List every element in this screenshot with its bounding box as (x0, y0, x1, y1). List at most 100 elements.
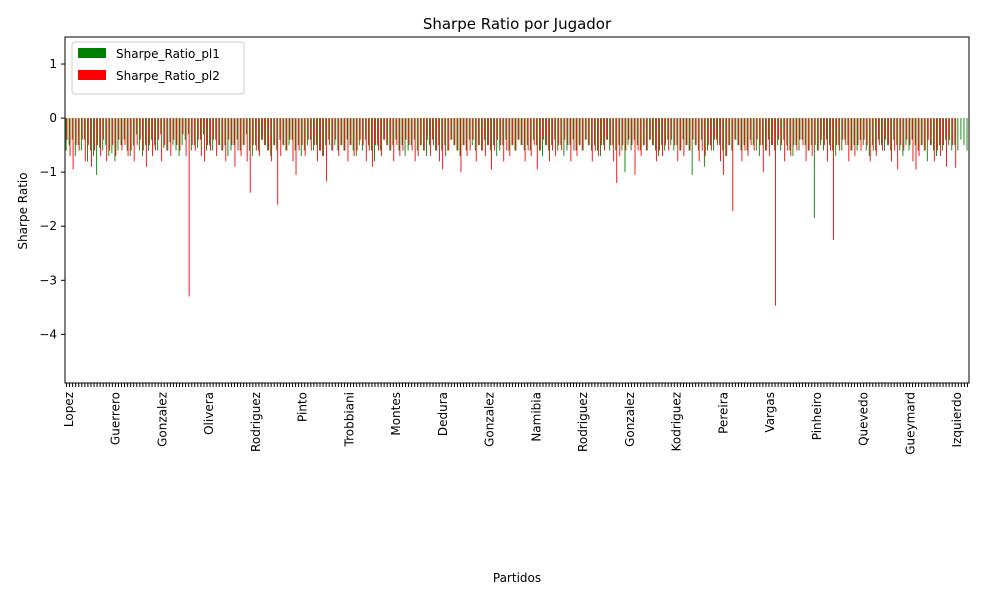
bar-pl1 (874, 118, 876, 151)
bar-pl1 (325, 118, 327, 146)
bar-pl2 (533, 118, 535, 146)
y-axis-label: Sharpe Ratio (16, 172, 30, 249)
bar-pl1 (535, 118, 537, 146)
bar-pl1 (679, 118, 681, 151)
y-tick-label: −1 (39, 165, 57, 179)
bar-pl2 (912, 118, 914, 162)
legend-swatch-pl1 (78, 48, 106, 58)
bar-pl2 (258, 118, 260, 156)
bar-pl2 (491, 118, 492, 170)
chart-title: Sharpe Ratio por Jugador (423, 15, 612, 33)
bar-pl1 (426, 118, 427, 156)
bar-pl2 (210, 118, 211, 151)
bar-pl2 (158, 118, 160, 140)
bar-pl2 (735, 118, 737, 140)
bar-pl2 (194, 118, 196, 151)
bar-pl2 (530, 118, 532, 156)
bar-pl1 (859, 118, 861, 140)
bar-pl1 (951, 118, 953, 151)
bar-pl1 (642, 118, 644, 146)
bar-pl2 (69, 118, 71, 156)
bar-pl2 (365, 118, 367, 162)
bar-pl2 (390, 118, 392, 151)
bar-pl2 (524, 118, 526, 162)
bar-pl2 (863, 118, 865, 140)
bar-pl1 (926, 118, 928, 162)
bar-pl2 (451, 118, 453, 140)
bar-pl2 (881, 118, 883, 151)
bar-pl2 (475, 118, 477, 162)
bar-pl2 (921, 118, 923, 146)
bar-pl2 (588, 118, 590, 146)
bar-pl2 (466, 118, 468, 156)
bar-pl1 (792, 118, 794, 156)
bar-pl1 (648, 118, 650, 140)
bar-pl2 (518, 118, 520, 140)
bar-pl1 (703, 118, 705, 167)
bar-pl1 (624, 118, 626, 173)
bar-pl2 (481, 118, 483, 151)
bar-pl1 (172, 118, 174, 146)
bar-pl1 (474, 118, 476, 151)
bar-pl2 (457, 118, 459, 151)
x-tick-label: Rodriguez (576, 392, 590, 452)
bar-pl1 (807, 118, 809, 151)
bar-pl2 (161, 118, 163, 162)
bar-pl2 (665, 118, 667, 146)
bar-pl1 (203, 118, 204, 135)
bar-pl2 (582, 118, 584, 151)
bar-pl1 (352, 118, 354, 151)
bar-pl2 (145, 118, 147, 167)
bar-pl2 (463, 118, 465, 146)
bar-pl2 (552, 118, 554, 151)
bar-pl1 (945, 118, 947, 140)
bar-pl2 (924, 118, 926, 151)
bar-pl2 (66, 118, 68, 140)
bar-pl1 (129, 118, 131, 156)
bar-pl1 (184, 118, 186, 140)
bar-pl1 (826, 118, 827, 140)
x-ticks-group (66, 383, 968, 387)
bar-pl2 (231, 118, 233, 146)
bar-pl2 (597, 118, 599, 156)
bar-pl2 (949, 118, 951, 140)
bar-pl1 (545, 118, 547, 146)
bar-pl2 (182, 118, 184, 135)
bar-pl1 (367, 118, 369, 146)
bar-pl1 (264, 118, 266, 146)
bar-pl2 (381, 118, 382, 156)
bar-pl1 (374, 118, 375, 162)
bar-pl2 (662, 118, 663, 156)
bar-pl2 (289, 118, 291, 140)
bar-pl1 (508, 118, 510, 151)
x-tick-labels-group: Lopez Guerrero Gonzalez Olivera Rodriguez Pin… (62, 392, 964, 455)
x-tick-label: Pinheiro (810, 392, 824, 440)
bar-pl2 (103, 118, 105, 140)
bar-pl2 (555, 118, 557, 156)
bar-pl1 (487, 118, 488, 146)
bar-pl2 (283, 118, 285, 146)
bar-pl1 (316, 118, 317, 146)
bar-pl1 (190, 118, 192, 151)
bar-pl1 (752, 118, 754, 146)
bar-pl2 (649, 118, 651, 140)
bar-pl1 (462, 118, 464, 146)
bar-pl2 (387, 118, 389, 146)
bar-pl1 (923, 118, 925, 151)
bar-pl2 (197, 118, 199, 140)
bar-pl2 (897, 118, 899, 170)
bar-pl1 (291, 118, 293, 140)
x-tick-label: Guerrero (109, 392, 123, 445)
bar-pl1 (520, 118, 522, 146)
bar-pl1 (285, 118, 287, 151)
bar-pl1 (239, 118, 241, 151)
bar-pl2 (118, 118, 120, 140)
bar-pl1 (774, 118, 776, 151)
bar-pl2 (100, 118, 102, 156)
bar-pl2 (286, 118, 288, 151)
y-tick-label: −4 (39, 327, 57, 341)
bar-pl1 (823, 118, 824, 151)
bar-pl1 (87, 118, 88, 162)
bar-pl1 (505, 118, 507, 140)
bar-pl1 (395, 118, 397, 140)
